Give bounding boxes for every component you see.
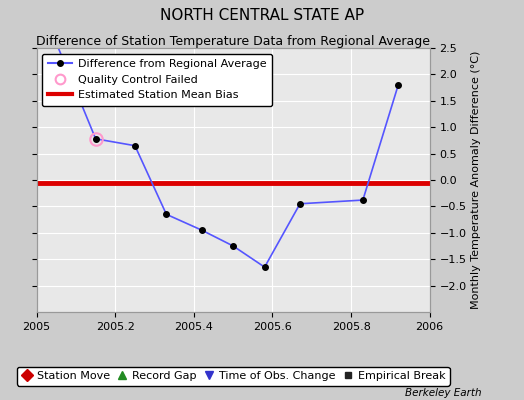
Text: Berkeley Earth: Berkeley Earth <box>406 388 482 398</box>
Legend: Station Move, Record Gap, Time of Obs. Change, Empirical Break: Station Move, Record Gap, Time of Obs. C… <box>17 367 450 386</box>
Title: Difference of Station Temperature Data from Regional Average: Difference of Station Temperature Data f… <box>36 35 430 48</box>
Text: NORTH CENTRAL STATE AP: NORTH CENTRAL STATE AP <box>160 8 364 23</box>
Y-axis label: Monthly Temperature Anomaly Difference (°C): Monthly Temperature Anomaly Difference (… <box>471 51 481 309</box>
